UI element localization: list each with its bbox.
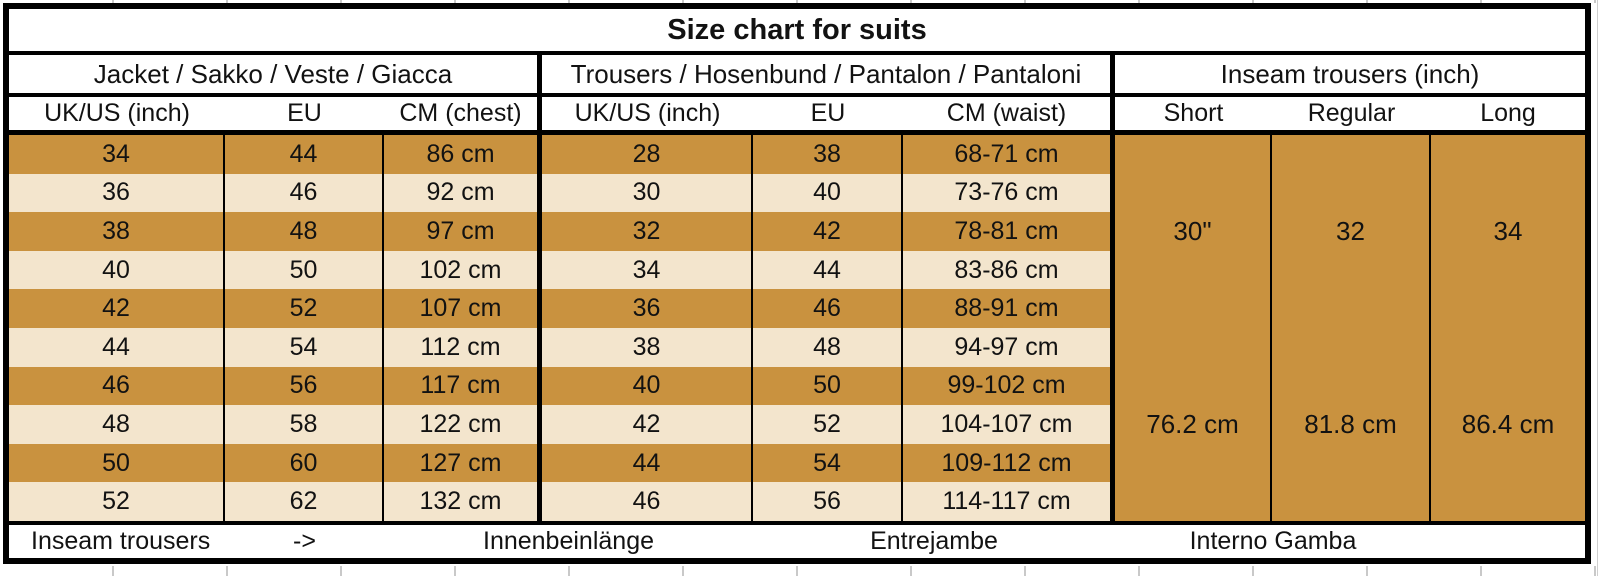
size-cell: 56 xyxy=(753,482,903,521)
size-cell: 36 xyxy=(542,289,753,328)
size-cell: 40 xyxy=(9,250,225,290)
table-title: Size chart for suits xyxy=(9,9,1585,55)
size-cell: 62 xyxy=(225,482,384,521)
size-cell: 34 xyxy=(542,250,753,290)
size-cell: 102 cm xyxy=(384,250,542,290)
size-cell: 46 xyxy=(9,366,225,406)
size-cell: 56 xyxy=(225,366,384,406)
size-cell: 46 xyxy=(225,173,384,213)
column-header-inseam-short: Short xyxy=(1163,99,1224,127)
size-cell: 48 xyxy=(753,327,903,367)
size-cell: 114-117 cm xyxy=(903,482,1115,521)
inseam-short-inch: 30" xyxy=(1173,216,1212,246)
size-cell: 94-97 cm xyxy=(903,327,1115,367)
footer-label-german: Innenbeinlänge xyxy=(483,527,654,555)
inseam-regular-cm: 81.8 cm xyxy=(1304,409,1397,439)
inseam-column-short: 30" 76.2 cm xyxy=(1115,135,1272,521)
size-cell: 107 cm xyxy=(384,289,542,328)
column-header-jacket-eu: EU xyxy=(287,99,322,127)
section-header-inseam: Inseam trousers (inch) xyxy=(1220,58,1480,89)
sheet-gridlines-bottom xyxy=(0,566,1600,576)
section-header-row: Jacket / Sakko / Veste / Giacca Trousers… xyxy=(9,55,1585,97)
column-header-trousers-cm: CM (waist) xyxy=(903,97,1115,130)
size-cell: 40 xyxy=(753,173,903,213)
size-cell: 38 xyxy=(753,135,903,174)
size-cell: 112 cm xyxy=(384,327,542,367)
inseam-column-regular: 32 81.8 cm xyxy=(1272,135,1431,521)
size-cell: 44 xyxy=(753,250,903,290)
size-cell: 68-71 cm xyxy=(903,135,1115,174)
size-cell: 78-81 cm xyxy=(903,212,1115,251)
size-cell: 50 xyxy=(225,250,384,290)
size-cell: 30 xyxy=(542,173,753,213)
size-cell: 52 xyxy=(753,405,903,444)
size-cell: 54 xyxy=(225,327,384,367)
size-cell: 44 xyxy=(225,135,384,174)
size-cell: 48 xyxy=(9,405,225,444)
footer-label-inseam-trousers: Inseam trousers xyxy=(31,527,211,555)
section-header-trousers: Trousers / Hosenbund / Pantalon / Pantal… xyxy=(542,55,1115,93)
size-cell: 52 xyxy=(9,482,225,521)
size-cell: 38 xyxy=(9,212,225,251)
column-header-inseam-long: Long xyxy=(1480,99,1536,127)
column-header-jacket-ukus: UK/US (inch) xyxy=(44,99,190,127)
size-chart-table: Size chart for suits Jacket / Sakko / Ve… xyxy=(3,3,1591,564)
inseam-long-cm: 86.4 cm xyxy=(1461,409,1555,439)
size-cell: 46 xyxy=(753,289,903,328)
footer-label-french: Entrejambe xyxy=(870,527,998,555)
size-cell: 28 xyxy=(542,135,753,174)
size-table-body: 30" 76.2 cm 32 81.8 cm 34 86.4 cm 34 44 86… xyxy=(9,135,1585,521)
size-cell: 34 xyxy=(9,135,225,174)
size-cell: 42 xyxy=(542,405,753,444)
size-cell: 86 cm xyxy=(384,135,542,174)
size-cell: 32 xyxy=(542,212,753,251)
size-cell: 44 xyxy=(542,443,753,483)
sheet-gridlines-top xyxy=(0,0,1600,3)
size-cell: 92 cm xyxy=(384,173,542,213)
size-cell: 44 xyxy=(9,327,225,367)
size-cell: 88-91 cm xyxy=(903,289,1115,328)
size-cell: 38 xyxy=(542,327,753,367)
size-cell: 42 xyxy=(9,289,225,328)
footer-row: Inseam trousers -> Innenbeinlänge Entrej… xyxy=(9,521,1585,558)
size-cell: 83-86 cm xyxy=(903,250,1115,290)
size-cell: 109-112 cm xyxy=(903,443,1115,483)
column-header-jacket-cm: CM (chest) xyxy=(384,97,542,130)
size-cell: 122 cm xyxy=(384,405,542,444)
size-cell: 54 xyxy=(753,443,903,483)
footer-label-italian: Interno Gamba xyxy=(1189,527,1357,555)
size-cell: 127 cm xyxy=(384,443,542,483)
size-cell: 97 cm xyxy=(384,212,542,251)
column-header-inseam-regular: Regular xyxy=(1307,99,1396,127)
size-cell: 40 xyxy=(542,366,753,406)
section-header-jacket: Jacket / Sakko / Veste / Giacca xyxy=(9,55,542,93)
size-cell: 36 xyxy=(9,173,225,213)
column-header-trousers-ukus: UK/US (inch) xyxy=(574,99,721,127)
inseam-regular-inch: 32 xyxy=(1336,216,1365,246)
inseam-short-cm: 76.2 cm xyxy=(1146,409,1239,439)
size-cell: 52 xyxy=(225,289,384,328)
size-cell: 46 xyxy=(542,482,753,521)
size-cell: 99-102 cm xyxy=(903,366,1115,406)
inseam-column-long: 34 86.4 cm xyxy=(1431,135,1585,521)
size-cell: 104-107 cm xyxy=(903,405,1115,444)
column-header-row: UK/US (inch) EU CM (chest) UK/US (inch) … xyxy=(9,97,1585,135)
size-cell: 132 cm xyxy=(384,482,542,521)
column-header-trousers-eu: EU xyxy=(810,99,846,127)
size-cell: 73-76 cm xyxy=(903,173,1115,213)
footer-arrow: -> xyxy=(293,527,316,555)
size-cell: 48 xyxy=(225,212,384,251)
size-cell: 117 cm xyxy=(384,366,542,406)
size-cell: 42 xyxy=(753,212,903,251)
sheet-gridline-right xyxy=(1597,0,1598,576)
size-cell: 60 xyxy=(225,443,384,483)
size-cell: 58 xyxy=(225,405,384,444)
size-cell: 50 xyxy=(9,443,225,483)
inseam-long-inch: 34 xyxy=(1493,216,1523,246)
size-cell: 50 xyxy=(753,366,903,406)
